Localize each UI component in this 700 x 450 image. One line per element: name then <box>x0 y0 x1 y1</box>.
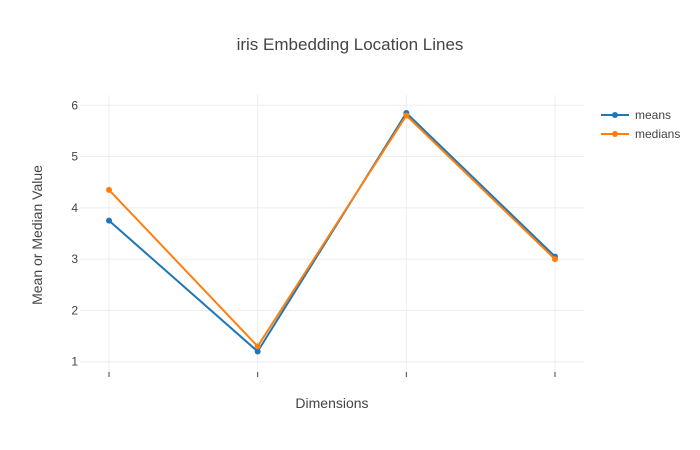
x-tick-marks <box>108 372 556 377</box>
data-point-means[interactable] <box>106 217 112 224</box>
data-point-medians[interactable] <box>254 343 261 350</box>
y-tick-label: 4 <box>71 201 78 215</box>
legend[interactable]: means medians <box>601 108 680 141</box>
legend-swatch-marker <box>612 131 618 137</box>
data-point-medians[interactable] <box>552 256 558 263</box>
y-axis-label: Mean or Median Value <box>29 165 45 305</box>
data-point-means[interactable] <box>254 348 261 355</box>
legend-label: means <box>635 108 671 122</box>
series-layer <box>106 109 558 355</box>
y-gridlines <box>80 104 584 363</box>
y-tick-label: 2 <box>71 303 78 317</box>
series-line-medians <box>108 114 556 348</box>
y-tick-labels: 1 2 3 4 5 6 <box>71 98 78 368</box>
y-tick-label: 1 <box>71 355 78 369</box>
legend-swatch-marker <box>612 112 618 118</box>
series-medians <box>106 112 558 350</box>
chart-title: iris Embedding Location Lines <box>237 35 464 54</box>
data-point-medians[interactable] <box>403 112 410 119</box>
legend-item-means[interactable]: means <box>601 108 671 122</box>
y-tick-label: 5 <box>71 150 78 164</box>
x-axis-label: Dimensions <box>295 395 368 411</box>
y-tick-label: 6 <box>71 98 78 112</box>
x-gridlines <box>108 95 556 372</box>
data-point-medians[interactable] <box>106 186 112 193</box>
y-tick-label: 3 <box>71 252 78 266</box>
legend-item-medians[interactable]: medians <box>601 127 680 141</box>
legend-label: medians <box>635 127 680 141</box>
